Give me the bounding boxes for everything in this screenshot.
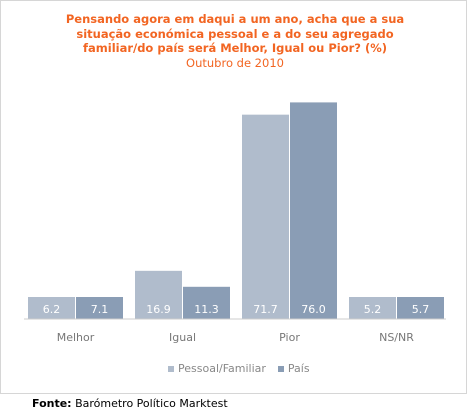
data-label-pior-series-1: 71.7: [253, 303, 278, 316]
bar-melhor-series-2: [76, 297, 123, 319]
legend-label-series-2: País: [287, 362, 310, 375]
x-tick-label-pior: Pior: [279, 331, 300, 344]
data-label-igual-series-1: 16.9: [146, 303, 171, 316]
chart-subtitle: Outubro de 2010: [186, 56, 284, 70]
chart-title: Pensando agora em daqui a um ano, acha q…: [65, 12, 405, 55]
source-text: Barómetro Político Marktest: [75, 397, 228, 410]
x-tick-label-melhor: Melhor: [57, 331, 95, 344]
legend-swatch-series-2: [277, 365, 284, 372]
source-note: Fonte: Barómetro Político Marktest: [32, 397, 228, 410]
chart-plot: 6.2 7.1 Melhor 16.9 11.3 Igual 71.7 76.0 Pior 5.2…: [24, 102, 446, 344]
bar-igual-series-2: [183, 286, 230, 319]
x-tick-label-igual: Igual: [169, 331, 196, 344]
bar-igual-series-1: [135, 270, 182, 319]
data-label-igual-series-2: 11.3: [194, 303, 219, 316]
legend-item-series-2: País: [277, 362, 310, 375]
bar-pior-series-1: [242, 114, 289, 319]
data-label-ns-nr-series-1: 5.2: [364, 303, 382, 316]
data-label-ns-nr-series-2: 5.7: [412, 303, 430, 316]
data-label-melhor-series-1: 6.2: [43, 303, 61, 316]
bar-pior-series-2: [290, 102, 337, 320]
chart-frame: [0, 0, 467, 394]
legend-swatch-series-1: [168, 365, 174, 372]
data-label-pior-series-2: 76.0: [301, 303, 326, 316]
bar-ns-nr-series-1: [349, 297, 396, 319]
x-tick-label-ns-nr: NS/NR: [379, 331, 414, 344]
source-label: Fonte:: [32, 397, 72, 410]
data-label-melhor-series-2: 7.1: [91, 303, 109, 316]
legend-item-series-1: Pessoal/Familiar: [168, 362, 266, 375]
bar-ns-nr-series-2: [397, 297, 444, 319]
legend: Pessoal/Familiar País: [168, 362, 316, 375]
bar-melhor-series-1: [28, 297, 75, 319]
legend-label-series-1: Pessoal/Familiar: [178, 362, 266, 375]
